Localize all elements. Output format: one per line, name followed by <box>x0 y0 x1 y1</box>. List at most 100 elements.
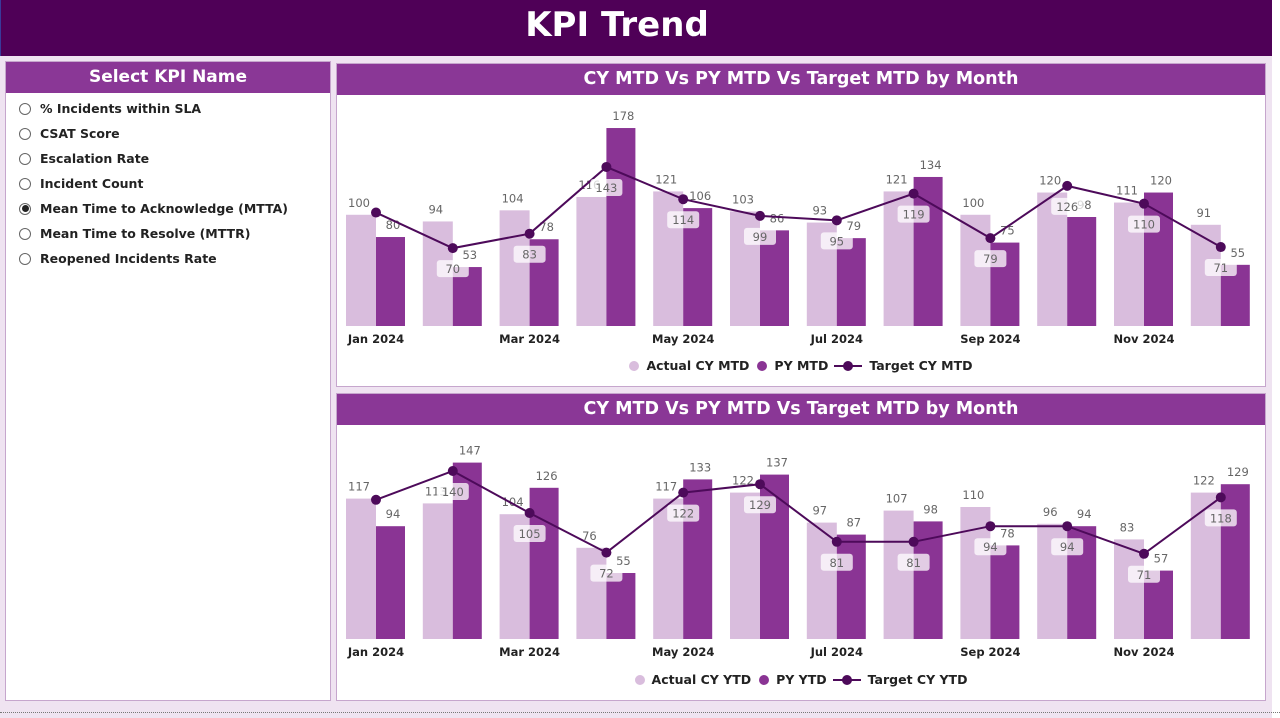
kpi-option[interactable]: Mean Time to Resolve (MTTR) <box>19 221 330 246</box>
target-point <box>524 228 535 239</box>
label-target: 81 <box>829 556 844 570</box>
bar-actual <box>346 498 376 639</box>
legend-actual[interactable]: Actual CY MTD <box>646 358 750 373</box>
x-tick-label: May 2024 <box>652 332 714 346</box>
target-label-box <box>1204 509 1237 527</box>
target-label-box <box>820 232 853 250</box>
target-label-box <box>436 260 469 278</box>
label-py: 137 <box>766 456 788 470</box>
target-point <box>1139 548 1149 559</box>
bar-actual <box>806 522 837 639</box>
legend-py-marker <box>759 674 770 685</box>
target-label-box <box>1204 259 1237 277</box>
label-py: 129 <box>1227 465 1249 479</box>
bar-py <box>376 526 405 639</box>
bar-actual <box>883 510 914 639</box>
label-py: 178 <box>612 109 634 123</box>
legend-py[interactable]: PY MTD <box>774 358 829 373</box>
label-py: 126 <box>536 469 558 483</box>
right-edge <box>1272 0 1280 718</box>
target-point <box>678 194 689 205</box>
label-actual: 93 <box>812 204 827 218</box>
bar-py <box>529 487 559 639</box>
label-actual: 110 <box>962 488 984 502</box>
kpi-option[interactable]: Mean Time to Acknowledge (MTTA) <box>19 196 330 221</box>
radio-icon[interactable] <box>19 252 31 265</box>
target-point <box>908 188 919 199</box>
page-title: KPI Trend <box>525 5 709 45</box>
label-py: 55 <box>616 554 631 568</box>
x-tick-label: Mar 2024 <box>499 332 560 346</box>
chart-title: CY MTD Vs PY MTD Vs Target MTD by Month <box>337 64 1265 95</box>
x-tick-label: Sep 2024 <box>960 645 1020 659</box>
target-point <box>447 243 458 254</box>
label-target: 126 <box>1056 200 1078 214</box>
label-actual: 120 <box>1039 174 1061 188</box>
label-py: 55 <box>1230 246 1245 260</box>
label-target: 118 <box>1210 511 1232 525</box>
kpi-option-label: Reopened Incidents Rate <box>40 251 217 266</box>
radio-icon[interactable] <box>19 177 31 190</box>
label-py: 94 <box>386 507 401 521</box>
bar-actual <box>346 214 376 326</box>
label-py: 57 <box>1154 552 1169 566</box>
target-label-box <box>667 211 700 229</box>
label-target: 70 <box>445 262 460 276</box>
legend-target[interactable]: Target CY YTD <box>867 672 968 687</box>
target-point <box>1062 180 1073 191</box>
bar-py <box>836 238 866 326</box>
target-label-box <box>820 553 853 571</box>
label-actual: 76 <box>582 529 597 543</box>
label-target: 83 <box>522 248 537 262</box>
label-actual: 83 <box>1120 520 1135 534</box>
chart-title: CY MTD Vs PY MTD Vs Target MTD by Month <box>337 394 1265 425</box>
radio-selected-icon[interactable] <box>19 202 31 215</box>
label-target: 114 <box>672 213 694 227</box>
page-border <box>0 712 1280 713</box>
label-actual: 96 <box>1043 505 1058 519</box>
target-point <box>1139 198 1149 209</box>
legend-target[interactable]: Target CY MTD <box>869 358 973 373</box>
radio-icon[interactable] <box>19 227 31 240</box>
bar-actual <box>653 498 684 639</box>
target-point <box>601 547 612 558</box>
kpi-option-label: Incident Count <box>40 176 144 191</box>
legend-actual-marker <box>634 674 645 685</box>
legend-py-marker <box>757 360 768 371</box>
legend-actual[interactable]: Actual CY YTD <box>651 672 752 687</box>
kpi-option-label: Mean Time to Acknowledge (MTTA) <box>40 201 289 216</box>
label-py: 53 <box>462 248 477 262</box>
label-py: 147 <box>459 444 481 458</box>
radio-icon[interactable] <box>19 152 31 165</box>
kpi-option[interactable]: Incident Count <box>19 171 330 196</box>
label-actual: 117 <box>348 480 370 494</box>
x-tick-label: Jul 2024 <box>810 332 863 346</box>
label-target: 119 <box>903 208 925 222</box>
target-point <box>1062 521 1073 532</box>
label-py: 75 <box>1000 224 1015 238</box>
target-label-box <box>1128 215 1160 233</box>
radio-icon[interactable] <box>19 127 31 140</box>
slicer-title: Select KPI Name <box>6 62 330 93</box>
target-line <box>375 165 1222 250</box>
radio-icon[interactable] <box>19 102 31 115</box>
target-point <box>985 521 996 532</box>
kpi-option-label: Mean Time to Resolve (MTTR) <box>40 226 251 241</box>
label-py: 79 <box>846 219 861 233</box>
kpi-option[interactable]: Escalation Rate <box>19 146 330 171</box>
x-tick-label: May 2024 <box>652 645 714 659</box>
legend-py[interactable]: PY YTD <box>776 672 827 687</box>
bar-py <box>1220 484 1250 639</box>
target-label-box <box>1051 197 1084 215</box>
target-point <box>755 210 765 221</box>
kpi-option[interactable]: % Incidents within SLA <box>19 96 330 121</box>
bar-py <box>836 534 866 639</box>
label-py: 133 <box>689 460 711 474</box>
label-target: 99 <box>753 230 768 244</box>
label-target: 94 <box>983 540 998 554</box>
kpi-option[interactable]: CSAT Score <box>19 121 330 146</box>
label-py: 86 <box>770 211 785 225</box>
kpi-option[interactable]: Reopened Incidents Rate <box>19 246 330 271</box>
target-point <box>371 494 381 505</box>
bar-actual <box>960 214 991 326</box>
